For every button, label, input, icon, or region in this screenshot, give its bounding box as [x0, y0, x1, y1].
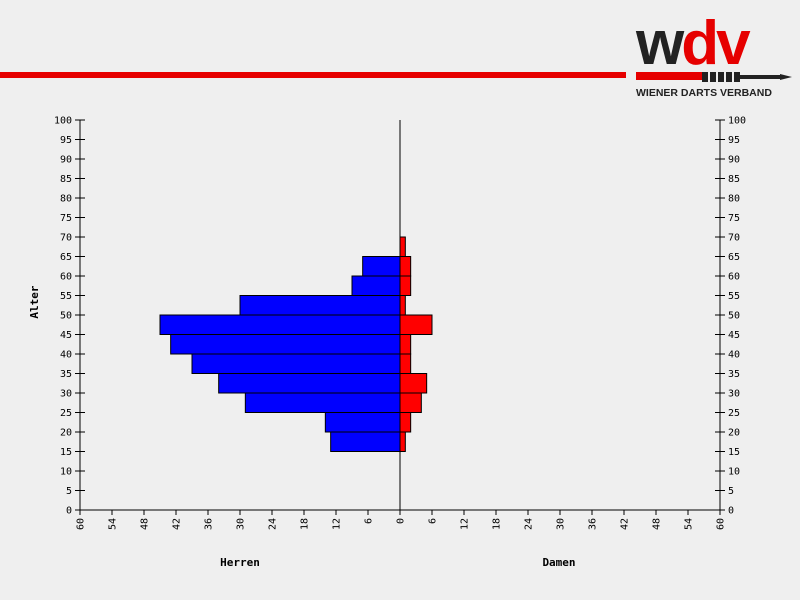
x-tick-label: 24	[524, 518, 535, 530]
herren-label: Herren	[220, 556, 260, 569]
logo-dv: dv	[681, 9, 751, 78]
bars-layer	[159, 236, 433, 452]
x-tick-label: 30	[236, 518, 247, 530]
x-tick-label: 54	[108, 518, 119, 530]
x-tick-label: 36	[204, 518, 215, 530]
bar-damen-45-50	[399, 314, 433, 335]
y-axis-title: Alter	[28, 285, 41, 318]
x-tick-label: 36	[588, 518, 599, 530]
x-tick-label: 18	[300, 518, 311, 530]
bar-damen-20-25	[399, 412, 412, 433]
y-tick-label-right: 60	[728, 272, 740, 283]
x-tick-label: 12	[332, 518, 343, 530]
y-tick-label-left: 65	[60, 252, 72, 263]
bar-damen-60-65	[399, 256, 412, 277]
y-tick-label-left: 75	[60, 213, 72, 224]
x-tick-label: 18	[492, 518, 503, 530]
bar-damen-55-60	[399, 275, 412, 296]
y-tick-label-right: 0	[728, 506, 734, 517]
y-tick-label-left: 40	[60, 350, 72, 361]
y-tick-label-left: 55	[60, 291, 72, 302]
x-tick-label: 60	[716, 518, 727, 530]
y-tick-label-left: 20	[60, 428, 72, 439]
x-tick-label: 48	[652, 518, 663, 530]
y-tick-label-right: 75	[728, 213, 740, 224]
bar-herren-55-60	[351, 275, 401, 296]
y-tick-label-right: 70	[728, 233, 740, 244]
y-tick-label-left: 90	[60, 155, 72, 166]
x-tick-label: 54	[684, 518, 695, 530]
bar-herren-60-65	[362, 256, 401, 277]
x-tick-label: 42	[620, 518, 631, 530]
y-tick-label-right: 85	[728, 174, 740, 185]
y-tick-label-left: 35	[60, 369, 72, 380]
y-tick-label-right: 15	[728, 447, 740, 458]
y-tick-label-right: 40	[728, 350, 740, 361]
logo-w: w	[635, 9, 685, 78]
logo-brand-text: wdv	[635, 9, 751, 78]
y-tick-label-left: 60	[60, 272, 72, 283]
y-tick-label-right: 100	[728, 116, 746, 127]
bar-herren-15-20	[330, 431, 401, 452]
y-tick-label-left: 100	[54, 116, 72, 127]
bar-damen-30-35	[399, 373, 428, 394]
y-tick-label-right: 65	[728, 252, 740, 263]
y-tick-label-right: 25	[728, 408, 740, 419]
header-stripe	[0, 72, 626, 78]
y-tick-label-right: 20	[728, 428, 740, 439]
y-tick-label-right: 45	[728, 330, 740, 341]
bar-damen-25-30	[399, 392, 422, 413]
y-tick-label-left: 25	[60, 408, 72, 419]
y-tick-label-right: 30	[728, 389, 740, 400]
y-tick-label-right: 55	[728, 291, 740, 302]
y-tick-label-right: 50	[728, 311, 740, 322]
x-tick-label: 24	[268, 518, 279, 530]
x-tick-label: 42	[172, 518, 183, 530]
y-tick-label-right: 5	[728, 486, 734, 497]
y-tick-label-left: 5	[66, 486, 72, 497]
dart-icon	[636, 72, 792, 82]
axes-layer	[75, 119, 725, 515]
y-tick-label-left: 85	[60, 174, 72, 185]
damen-label: Damen	[542, 556, 575, 569]
bar-damen-40-45	[399, 334, 412, 355]
y-tick-label-right: 80	[728, 194, 740, 205]
y-tick-label-right: 90	[728, 155, 740, 166]
x-tick-label: 6	[428, 518, 439, 524]
bar-herren-50-55	[239, 295, 401, 316]
y-tick-label-right: 35	[728, 369, 740, 380]
x-tick-label: 30	[556, 518, 567, 530]
bar-herren-30-35	[218, 373, 401, 394]
x-tick-label: 48	[140, 518, 151, 530]
y-tick-label-right: 10	[728, 467, 740, 478]
bar-damen-35-40	[399, 353, 412, 374]
y-tick-label-left: 10	[60, 467, 72, 478]
x-tick-label: 0	[396, 518, 407, 524]
y-tick-label-left: 95	[60, 135, 72, 146]
y-tick-label-left: 0	[66, 506, 72, 517]
bar-damen-65-70	[399, 236, 406, 257]
bar-herren-20-25	[324, 412, 401, 433]
y-tick-label-right: 95	[728, 135, 740, 146]
wdv-logo: wdv WIENER DARTS VERBAND	[635, 9, 792, 99]
y-tick-label-left: 70	[60, 233, 72, 244]
bar-herren-25-30	[244, 392, 401, 413]
y-tick-label-left: 15	[60, 447, 72, 458]
y-tick-label-left: 30	[60, 389, 72, 400]
x-tick-label: 12	[460, 518, 471, 530]
y-tick-label-left: 50	[60, 311, 72, 322]
y-tick-label-left: 45	[60, 330, 72, 341]
x-tick-label: 6	[364, 518, 375, 524]
bar-damen-15-20	[399, 431, 406, 452]
bar-herren-45-50	[159, 314, 401, 335]
bar-herren-40-45	[170, 334, 401, 355]
x-tick-label: 60	[76, 518, 87, 530]
bar-herren-35-40	[191, 353, 401, 374]
logo-subtitle: WIENER DARTS VERBAND	[636, 87, 772, 99]
y-tick-label-left: 80	[60, 194, 72, 205]
bar-damen-50-55	[399, 295, 406, 316]
